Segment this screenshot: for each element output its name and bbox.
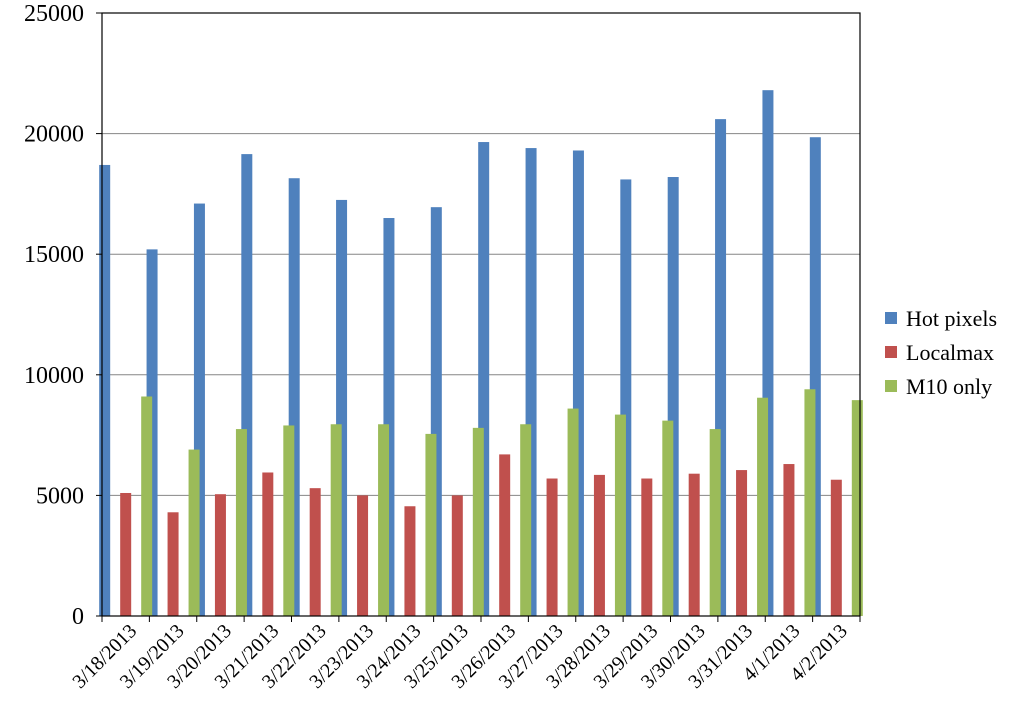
bar-hot-pixels-10 xyxy=(572,150,584,616)
bar-localmax-8 xyxy=(499,454,511,616)
axes xyxy=(96,12,861,622)
y-tick-label: 15000 xyxy=(24,242,84,268)
bar-m10-only-3 xyxy=(283,425,295,616)
bar-localmax-11 xyxy=(641,478,653,616)
bars xyxy=(99,90,863,617)
bar-localmax-7 xyxy=(451,495,463,616)
bar-localmax-6 xyxy=(404,506,416,616)
bar-hot-pixels-2 xyxy=(193,203,205,616)
legend-label: Hot pixels xyxy=(906,306,997,331)
bar-localmax-4 xyxy=(309,488,321,616)
bar-hot-pixels-6 xyxy=(383,218,395,616)
legend: Hot pixels Localmax M10 only xyxy=(885,306,997,399)
legend-swatch xyxy=(885,312,897,324)
legend-label: Localmax xyxy=(906,340,994,365)
bar-hot-pixels-5 xyxy=(336,199,348,616)
bar-localmax-14 xyxy=(783,464,795,616)
bar-localmax-3 xyxy=(262,472,274,616)
y-tick-label: 5000 xyxy=(36,483,84,509)
bar-m10-only-2 xyxy=(235,429,247,616)
bar-hot-pixels-13 xyxy=(715,119,727,617)
bar-m10-only-8 xyxy=(520,424,532,616)
bar-m10-only-15 xyxy=(851,400,863,616)
bar-hot-pixels-12 xyxy=(667,177,679,617)
y-tick-label: 25000 xyxy=(24,1,84,27)
bar-m10-only-7 xyxy=(472,427,484,616)
bar-localmax-5 xyxy=(357,495,369,616)
bar-hot-pixels-14 xyxy=(762,90,774,616)
bar-hot-pixels-3 xyxy=(241,154,253,617)
bar-m10-only-13 xyxy=(757,397,769,616)
bar-hot-pixels-0 xyxy=(99,164,111,616)
bar-m10-only-5 xyxy=(378,424,390,616)
bar-hot-pixels-15 xyxy=(809,137,821,616)
y-axis-tick-labels: 0 5000 10000 15000 20000 25000 xyxy=(24,1,84,630)
bar-hot-pixels-4 xyxy=(288,178,300,617)
bar-localmax-12 xyxy=(688,473,700,616)
bar-hot-pixels-7 xyxy=(430,207,442,616)
bar-m10-only-1 xyxy=(188,449,200,616)
bar-m10-only-6 xyxy=(425,433,437,616)
bar-localmax-15 xyxy=(830,479,842,616)
bar-hot-pixels-8 xyxy=(478,142,490,617)
legend-swatch xyxy=(885,380,897,392)
bar-m10-only-14 xyxy=(804,389,816,616)
bar-m10-only-4 xyxy=(330,424,342,616)
bar-localmax-10 xyxy=(593,474,605,616)
y-tick-label: 20000 xyxy=(24,122,84,148)
bar-localmax-13 xyxy=(736,470,748,616)
bar-m10-only-12 xyxy=(709,429,721,616)
legend-label: M10 only xyxy=(906,374,992,399)
bar-m10-only-10 xyxy=(614,414,626,616)
bar-m10-only-11 xyxy=(662,420,674,616)
bar-localmax-1 xyxy=(167,512,179,616)
bar-m10-only-9 xyxy=(567,408,579,616)
bar-localmax-0 xyxy=(120,492,132,616)
bar-hot-pixels-11 xyxy=(620,179,632,617)
bar-m10-only-0 xyxy=(141,396,153,616)
y-tick-label: 10000 xyxy=(24,363,84,389)
y-tick-label: 0 xyxy=(72,604,84,630)
bar-hot-pixels-9 xyxy=(525,148,537,616)
legend-swatch xyxy=(885,346,897,358)
x-axis-tick-labels: 3/18/20133/19/20133/20/20133/21/20133/22… xyxy=(68,620,852,693)
bar-localmax-2 xyxy=(214,494,226,616)
bar-localmax-9 xyxy=(546,478,558,616)
